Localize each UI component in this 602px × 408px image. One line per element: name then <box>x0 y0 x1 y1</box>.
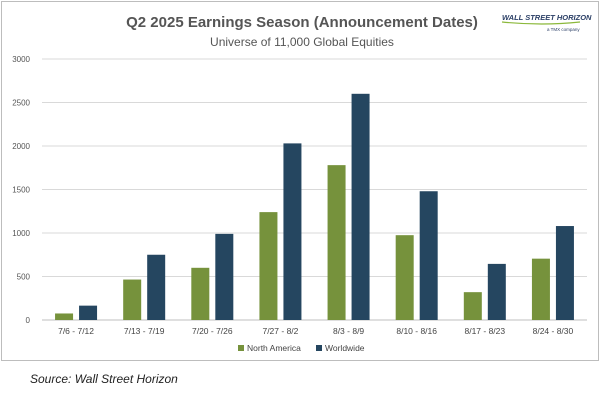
source-note: Source: Wall Street Horizon <box>30 372 178 386</box>
y-tick-label: 1500 <box>12 186 30 195</box>
y-tick-label: 0 <box>26 316 31 325</box>
legend-label-worldwide: Worldwide <box>325 343 365 353</box>
x-category-label: 7/6 - 7/12 <box>58 326 94 336</box>
x-category-label: 7/20 - 7/26 <box>192 326 233 336</box>
bar-north-america <box>531 258 550 320</box>
gridlines <box>42 58 587 321</box>
chart-frame: Q2 2025 Earnings Season (Announcement Da… <box>1 1 599 361</box>
bar-worldwide <box>215 233 234 320</box>
x-category-label: 8/3 - 8/9 <box>333 326 364 336</box>
x-category-label: 8/24 - 8/30 <box>533 326 574 336</box>
chart-subtitle: Universe of 11,000 Global Equities <box>210 35 394 49</box>
bar-north-america <box>259 212 278 320</box>
y-tick-label: 1000 <box>12 229 30 238</box>
x-category-label: 7/27 - 8/2 <box>262 326 298 336</box>
x-category-label: 7/13 - 7/19 <box>124 326 165 336</box>
x-category-label: 8/10 - 8/16 <box>396 326 437 336</box>
logo-swoosh-icon <box>501 21 581 25</box>
y-tick-label: 2000 <box>12 142 30 151</box>
bar-worldwide <box>147 254 166 320</box>
bar-north-america <box>191 267 210 320</box>
bar-worldwide <box>79 305 98 320</box>
x-category-label: 8/17 - 8/23 <box>464 326 505 336</box>
y-tick-label: 3000 <box>12 55 30 64</box>
bar-worldwide <box>283 143 302 320</box>
y-tick-label: 2500 <box>12 99 30 108</box>
bar-north-america <box>123 279 142 320</box>
bar-worldwide <box>351 93 370 320</box>
bar-worldwide <box>487 263 506 320</box>
bar-chart: Q2 2025 Earnings Season (Announcement Da… <box>12 13 592 353</box>
legend-swatch-worldwide <box>316 345 322 351</box>
logo-name: WALL STREET HORIZON <box>502 13 592 22</box>
bar-north-america <box>463 292 482 320</box>
legend-label-north-america: North America <box>247 343 301 353</box>
y-tick-label: 500 <box>17 273 31 282</box>
bar-north-america <box>327 165 346 320</box>
logo-tagline: a TMX company <box>547 27 580 32</box>
chart-title: Q2 2025 Earnings Season (Announcement Da… <box>126 14 478 31</box>
bar-worldwide <box>419 191 438 320</box>
wall-street-horizon-logo: WALL STREET HORIZON a TMX company <box>501 13 592 32</box>
bar-north-america <box>55 313 74 320</box>
bars <box>55 93 574 320</box>
bar-worldwide <box>555 226 574 320</box>
bar-north-america <box>395 235 414 320</box>
y-axis-ticks: 0 500 1000 1500 2000 2500 3000 <box>12 55 30 325</box>
legend-swatch-north-america <box>238 345 244 351</box>
legend: North America Worldwide <box>238 343 365 353</box>
x-axis-categories: 7/6 - 7/12 7/13 - 7/19 7/20 - 7/26 7/27 - 8… <box>58 326 573 336</box>
